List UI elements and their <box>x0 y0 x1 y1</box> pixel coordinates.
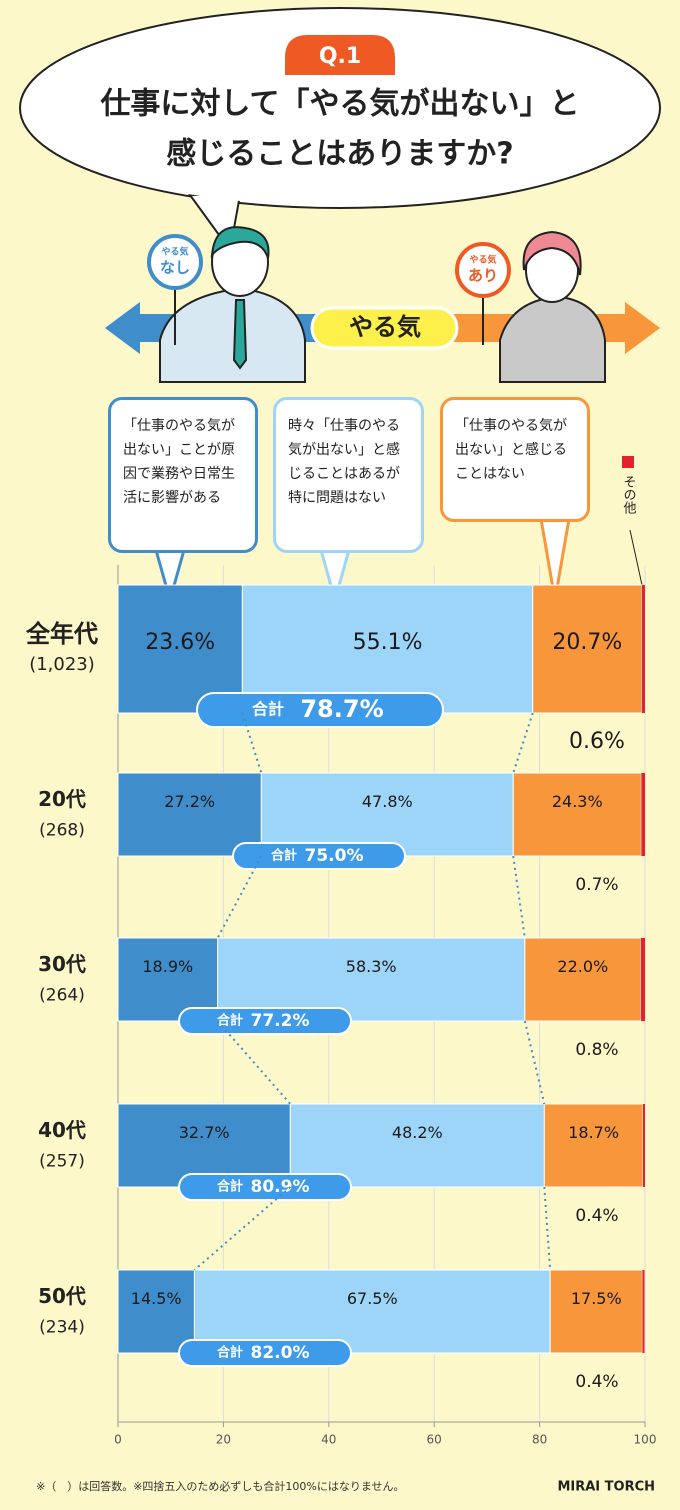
x-tick-label: 0 <box>114 1433 122 1447</box>
arrow-label: やる気 <box>349 313 421 341</box>
category-label: 20代 <box>38 787 86 811</box>
value-label: 0.7% <box>575 875 618 895</box>
logo: MIRAI TORCH <box>557 1480 655 1495</box>
question-badge <box>285 35 395 75</box>
person-left <box>147 226 306 383</box>
bar-segment <box>532 584 643 714</box>
bar-segment <box>549 1269 643 1354</box>
total-pill <box>178 1339 352 1367</box>
total-value: 77.2% <box>251 1011 310 1031</box>
legend-pointer <box>629 529 643 586</box>
category-label: 全年代 <box>25 620 98 648</box>
bar-segment <box>117 1269 195 1354</box>
sample-size: (257) <box>39 1152 85 1172</box>
value-label: 22.0% <box>557 957 608 976</box>
value-label: 67.5% <box>347 1289 398 1308</box>
connector <box>512 855 526 939</box>
total-pill <box>196 692 444 728</box>
value-label: 0.4% <box>575 1206 618 1226</box>
sign-label: あり <box>468 267 498 285</box>
x-tick-label: 40 <box>321 1433 336 1447</box>
value-label: 27.2% <box>164 792 215 811</box>
category-label: 50代 <box>38 1284 86 1308</box>
value-label: 14.5% <box>131 1289 182 1308</box>
value-label: 48.2% <box>392 1123 443 1142</box>
total-pill <box>178 1173 352 1201</box>
bar-segment <box>543 1103 644 1188</box>
total-label: 合計 <box>217 1179 243 1195</box>
value-label: 20.7% <box>552 630 622 655</box>
bar-segment <box>642 1270 645 1353</box>
sign-label: やる気 <box>161 246 188 258</box>
arrow-label-bg <box>310 306 459 350</box>
sign-label: なし <box>160 259 190 277</box>
total-label: 合計 <box>252 700 284 719</box>
bar-segment <box>641 585 645 713</box>
value-label: 0.8% <box>575 1040 618 1060</box>
bar-segment <box>524 937 642 1022</box>
value-label: 0.6% <box>569 729 625 754</box>
x-tick-label: 20 <box>216 1433 231 1447</box>
legend-entry: 「仕事のやる気が出ない」と感じることはない <box>440 397 590 522</box>
x-tick-label: 80 <box>532 1433 547 1447</box>
value-label: 32.7% <box>179 1123 230 1142</box>
legend-entry: その他 <box>621 475 637 515</box>
category-label: 40代 <box>38 1118 86 1142</box>
sample-size: (264) <box>39 986 85 1006</box>
legend-entry: 「仕事のやる気が出ない」ことが原因で業務や日常生活に影響がある <box>108 397 258 553</box>
x-tick-label: 100 <box>634 1433 657 1447</box>
total-value: 75.0% <box>305 846 364 866</box>
value-label: 24.3% <box>552 792 603 811</box>
value-label: 18.9% <box>142 957 193 976</box>
sample-size: (234) <box>39 1318 85 1338</box>
title: 感じることはありますか? <box>166 137 513 172</box>
title: 仕事に対して「やる気が出ない」と <box>99 87 579 122</box>
question-number: Q.1 <box>319 44 361 69</box>
sample-size: (268) <box>39 821 85 841</box>
total-value: 78.7% <box>300 695 383 723</box>
x-tick-label: 60 <box>427 1433 442 1447</box>
connector <box>543 1186 552 1271</box>
bar-segment <box>512 772 642 857</box>
total-label: 合計 <box>217 1013 243 1029</box>
total-value: 80.9% <box>251 1177 310 1197</box>
bar-segment <box>642 1104 645 1187</box>
legend-entry: 時々「仕事のやる気が出ない」と感じることはあるが特に問題はない <box>273 397 424 553</box>
sample-size: (1,023) <box>29 654 95 675</box>
cloud-fill <box>22 10 658 206</box>
total-label: 合計 <box>271 848 297 864</box>
connector <box>523 1020 546 1105</box>
bar-segment <box>241 584 534 714</box>
value-label: 17.5% <box>571 1289 622 1308</box>
value-label: 18.7% <box>568 1123 619 1142</box>
value-label: 58.3% <box>346 957 397 976</box>
value-label: 0.4% <box>575 1372 618 1392</box>
bar-segment <box>641 773 645 856</box>
total-label: 合計 <box>217 1345 243 1361</box>
bar-segment <box>640 938 645 1021</box>
connector <box>216 1020 292 1105</box>
bar-segment <box>117 584 243 714</box>
value-label: 23.6% <box>145 630 215 655</box>
connector <box>512 712 534 774</box>
legend-swatch <box>622 456 634 468</box>
total-value: 82.0% <box>251 1343 310 1363</box>
person-right <box>455 230 606 383</box>
total-pill <box>232 842 406 870</box>
connector <box>241 712 263 774</box>
value-label: 55.1% <box>353 630 423 655</box>
category-label: 30代 <box>38 952 86 976</box>
sign-label: やる気 <box>469 254 496 266</box>
value-label: 47.8% <box>362 792 413 811</box>
footnote: ※（ ）は回答数。※四捨五入のため必ずしも合計100%にはなりません。 <box>36 1479 405 1493</box>
